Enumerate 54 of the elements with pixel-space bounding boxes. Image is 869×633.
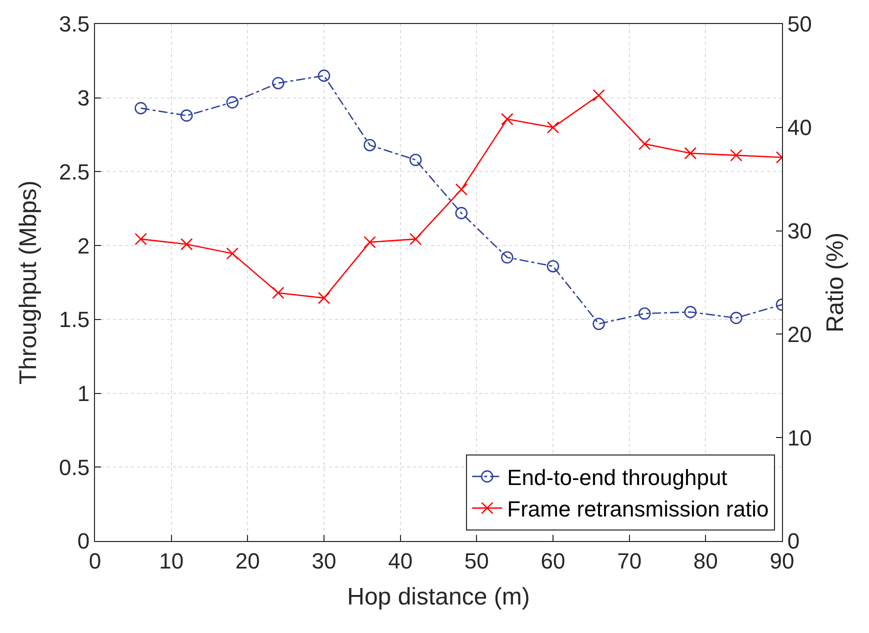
y2-tick-label: 50 — [787, 12, 812, 37]
y-axis-title: Throughput (Mbps) — [15, 180, 42, 385]
point — [684, 147, 697, 160]
y-tick-label: 0 — [77, 528, 90, 554]
x-tick-label: 60 — [540, 548, 566, 574]
y2-axis-title: Ratio (%) — [822, 232, 850, 333]
y-tick-label: 3 — [77, 86, 90, 111]
y-tick-label: 2 — [77, 233, 90, 258]
point — [592, 318, 605, 330]
point — [455, 206, 468, 220]
point — [730, 149, 742, 162]
x-tick-label: 80 — [693, 548, 718, 574]
point — [180, 238, 193, 250]
point — [409, 232, 422, 246]
y-tick-label: 3.5 — [59, 12, 90, 37]
point — [272, 286, 284, 299]
x-axis-title: Hop distance (m) — [347, 584, 530, 611]
point — [180, 109, 193, 122]
point — [684, 306, 697, 318]
point — [638, 307, 651, 320]
y2-tick-label: 10 — [787, 425, 812, 450]
legend-label: Frame retransmission ratio — [507, 496, 769, 522]
point — [318, 70, 330, 82]
point — [546, 121, 560, 134]
point — [226, 247, 239, 260]
point — [455, 183, 468, 196]
x-tick-label: 50 — [464, 548, 489, 574]
point — [501, 251, 514, 264]
point — [546, 260, 560, 272]
y2-tick-label: 30 — [787, 218, 812, 244]
y2-tick-label: 20 — [787, 322, 812, 347]
legend-label: End-to-end throughput — [507, 465, 728, 490]
point — [272, 76, 284, 90]
point — [409, 154, 422, 166]
point — [364, 138, 376, 152]
point — [318, 292, 330, 304]
x-tick-label: 40 — [388, 548, 413, 574]
y-tick-label: 2.5 — [59, 159, 90, 184]
point — [134, 102, 147, 114]
x-tick-label: 20 — [235, 548, 260, 574]
point — [226, 96, 239, 108]
y-tick-label: 0.5 — [59, 454, 90, 480]
point — [730, 312, 742, 324]
y-tick-label: 1.5 — [59, 307, 90, 332]
point — [638, 138, 651, 150]
x-tick-label: 10 — [159, 548, 184, 574]
y-tick-label: 1 — [77, 380, 90, 406]
point — [134, 232, 147, 246]
point — [501, 112, 514, 126]
x-tick-label: 70 — [617, 548, 642, 574]
x-tick-label: 30 — [312, 548, 336, 574]
point — [364, 236, 376, 248]
point — [592, 89, 605, 102]
y2-tick-label: 40 — [787, 115, 812, 140]
